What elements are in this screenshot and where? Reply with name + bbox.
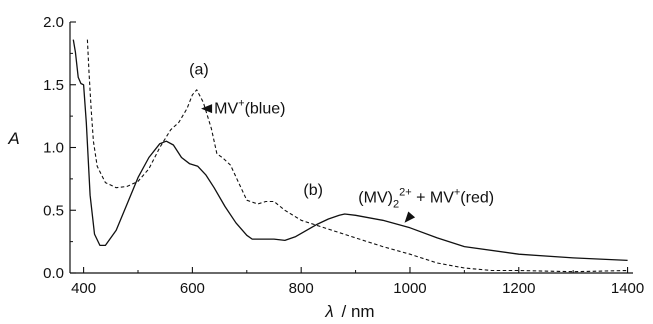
x-tick-label: 1400 — [611, 280, 644, 297]
chart-axes — [69, 22, 633, 274]
x-axis-unit: / nm — [342, 302, 375, 321]
chart-annotations: (a)(b)MV+(blue)(MV)22+ + MV+(red) — [189, 62, 494, 223]
annotation-mv-red-sub: 2 — [393, 199, 399, 211]
annotation-mv-blue: MV+(blue) — [214, 98, 285, 118]
x-tick-label: 600 — [180, 280, 205, 297]
annotation-label-b: (b) — [303, 182, 323, 199]
chart-series — [72, 39, 628, 273]
annotation-mv-red-sup: 2+ — [399, 187, 412, 199]
y-tick-label: 1.0 — [43, 140, 64, 157]
annotation-mv-blue-sup: + — [238, 98, 244, 110]
annotation-label-a: (a) — [189, 62, 209, 79]
x-tick-label: 1200 — [502, 280, 535, 297]
y-tick-label: 1.5 — [43, 77, 64, 94]
x-axis-symbol: λ — [324, 302, 333, 321]
spectrum-line-b — [72, 39, 628, 262]
y-tick-label: 0.5 — [43, 202, 64, 219]
y-tick-label: 0.0 — [43, 265, 64, 282]
annotation-arrow-mv-blue — [201, 104, 213, 114]
annotation-mv-red-base: (MV) — [358, 190, 393, 207]
annotation-mv-blue-base: (blue) — [245, 101, 286, 118]
annotation-mv-red: (MV)22+ + MV+(red) — [358, 187, 494, 211]
x-tick-label: 800 — [289, 280, 314, 297]
annotation-mv-red-base: (red) — [460, 190, 494, 207]
y-tick-label: 2.0 — [43, 14, 64, 31]
annotation-mv-red-base: + MV — [412, 190, 455, 207]
chart-ticks: 0.0 0.5 1.0 1.5 2.0 400 600 800 1000 1200 1400 — [43, 14, 644, 297]
x-axis-label: λ / nm — [324, 302, 374, 321]
x-tick-label: 1000 — [393, 280, 426, 297]
annotation-mv-red-sup: + — [454, 187, 460, 199]
y-axis-label: A — [7, 129, 19, 148]
annotation-mv-blue-base: MV — [214, 101, 238, 118]
spectrum-line-a — [86, 39, 628, 273]
annotation-arrow-mv-red — [404, 211, 416, 223]
x-tick-label: 400 — [71, 280, 96, 297]
